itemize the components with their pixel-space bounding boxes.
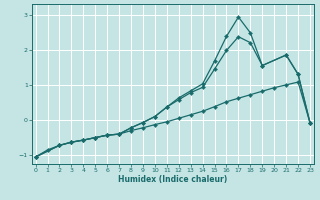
X-axis label: Humidex (Indice chaleur): Humidex (Indice chaleur) — [118, 175, 228, 184]
